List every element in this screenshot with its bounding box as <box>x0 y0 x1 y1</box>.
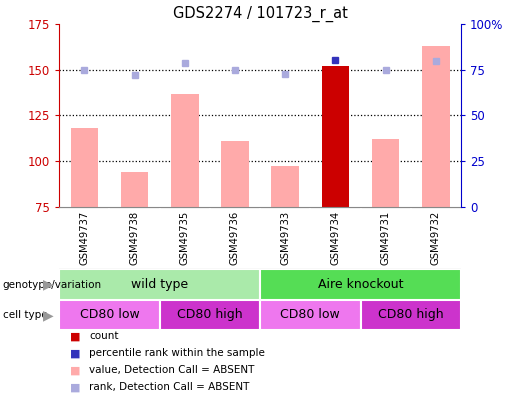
Bar <box>71 128 98 207</box>
Bar <box>59 269 260 300</box>
Text: CD80 high: CD80 high <box>177 308 243 322</box>
Text: ■: ■ <box>70 365 80 375</box>
Text: GSM49736: GSM49736 <box>230 211 240 265</box>
Text: Aire knockout: Aire knockout <box>318 278 403 291</box>
Text: GSM49737: GSM49737 <box>79 211 89 265</box>
Text: GSM49738: GSM49738 <box>130 211 140 265</box>
Text: genotype/variation: genotype/variation <box>3 279 101 290</box>
Bar <box>422 46 450 207</box>
Bar <box>59 300 160 330</box>
Bar <box>221 141 249 207</box>
Text: CD80 low: CD80 low <box>79 308 140 322</box>
Bar <box>321 66 349 207</box>
Text: ■: ■ <box>70 382 80 392</box>
Bar <box>372 139 400 207</box>
Bar <box>121 172 148 207</box>
Text: GSM49731: GSM49731 <box>381 211 390 265</box>
Bar <box>271 166 299 207</box>
Bar <box>260 300 360 330</box>
Text: GSM49735: GSM49735 <box>180 211 190 265</box>
Text: percentile rank within the sample: percentile rank within the sample <box>89 348 265 358</box>
Text: cell type: cell type <box>3 310 47 320</box>
Bar <box>160 300 260 330</box>
Bar <box>360 300 461 330</box>
Text: ▶: ▶ <box>43 277 54 292</box>
Text: count: count <box>89 331 118 341</box>
Text: ■: ■ <box>70 348 80 358</box>
Bar <box>260 269 461 300</box>
Text: CD80 high: CD80 high <box>378 308 443 322</box>
Title: GDS2274 / 101723_r_at: GDS2274 / 101723_r_at <box>173 5 348 21</box>
Text: wild type: wild type <box>131 278 188 291</box>
Text: rank, Detection Call = ABSENT: rank, Detection Call = ABSENT <box>89 382 249 392</box>
Text: GSM49734: GSM49734 <box>331 211 340 265</box>
Text: value, Detection Call = ABSENT: value, Detection Call = ABSENT <box>89 365 254 375</box>
Bar <box>171 94 199 207</box>
Text: GSM49733: GSM49733 <box>280 211 290 265</box>
Text: CD80 low: CD80 low <box>280 308 340 322</box>
Text: ▶: ▶ <box>43 308 54 322</box>
Text: ■: ■ <box>70 331 80 341</box>
Text: GSM49732: GSM49732 <box>431 211 441 265</box>
